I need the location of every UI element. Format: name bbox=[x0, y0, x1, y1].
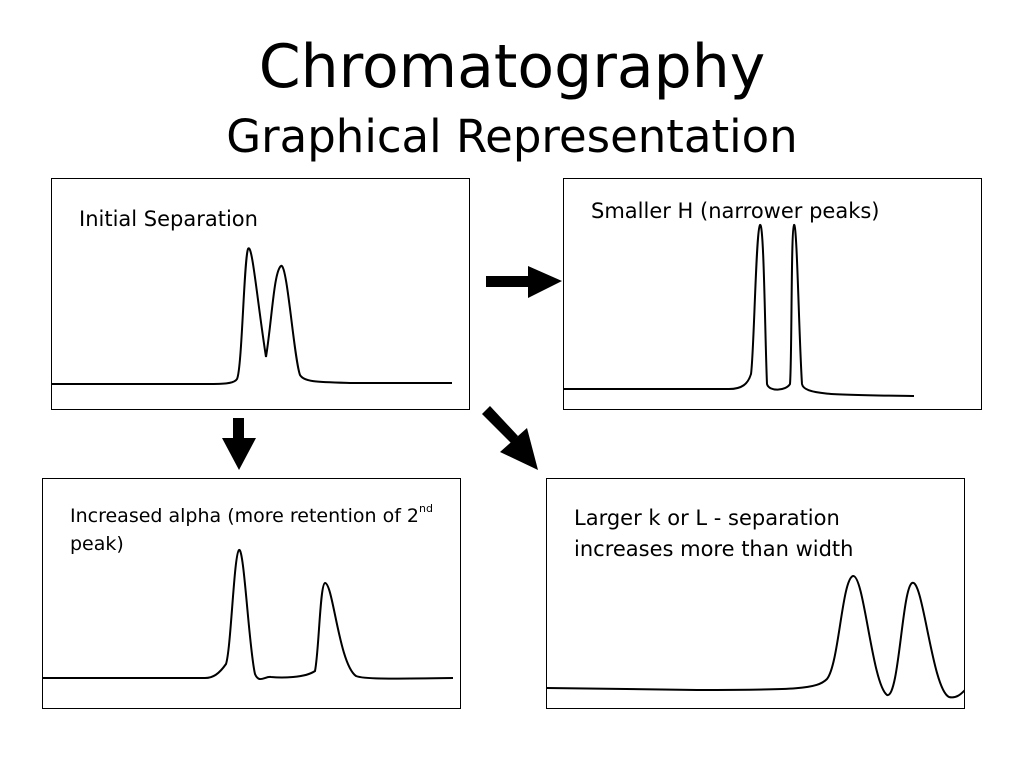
panel-initial-label: Initial Separation bbox=[79, 207, 258, 231]
chromatogram-smaller-h bbox=[564, 223, 915, 397]
panel-increased-alpha: Increased alpha (more retention of 2nd p… bbox=[42, 478, 461, 709]
arrow-down-icon bbox=[222, 418, 256, 470]
slide-title: Chromatography bbox=[258, 32, 766, 102]
panel-alpha-label: Increased alpha (more retention of 2nd p… bbox=[70, 502, 440, 558]
panel-larger-k: Larger k or L - separation increases mor… bbox=[546, 478, 965, 709]
chromatogram-alpha bbox=[43, 548, 454, 681]
panel-larger-k-label: Larger k or L - separation increases mor… bbox=[574, 506, 854, 561]
panel-initial-separation: Initial Separation bbox=[51, 178, 470, 410]
chromatogram-larger-k bbox=[547, 574, 964, 699]
chromatogram-initial-trace bbox=[52, 247, 452, 385]
chromatogram-smaller-h-trace bbox=[564, 223, 915, 397]
panel-smaller-h-label: Smaller H (narrower peaks) bbox=[591, 199, 880, 223]
slide-subtitle: Graphical Representation bbox=[226, 110, 798, 163]
panel-alpha-label-sup: nd bbox=[419, 502, 433, 515]
chromatogram-larger-k-trace bbox=[547, 574, 964, 699]
panel-smaller-h: Smaller H (narrower peaks) bbox=[563, 178, 982, 410]
panel-alpha-label-end: peak) bbox=[70, 533, 124, 555]
panel-alpha-label-main: Increased alpha (more retention of 2 bbox=[70, 505, 420, 527]
arrow-down-right-icon bbox=[482, 406, 538, 470]
chromatogram-initial bbox=[52, 247, 452, 385]
chromatogram-alpha-trace bbox=[43, 548, 454, 681]
arrow-right-icon bbox=[486, 266, 562, 298]
